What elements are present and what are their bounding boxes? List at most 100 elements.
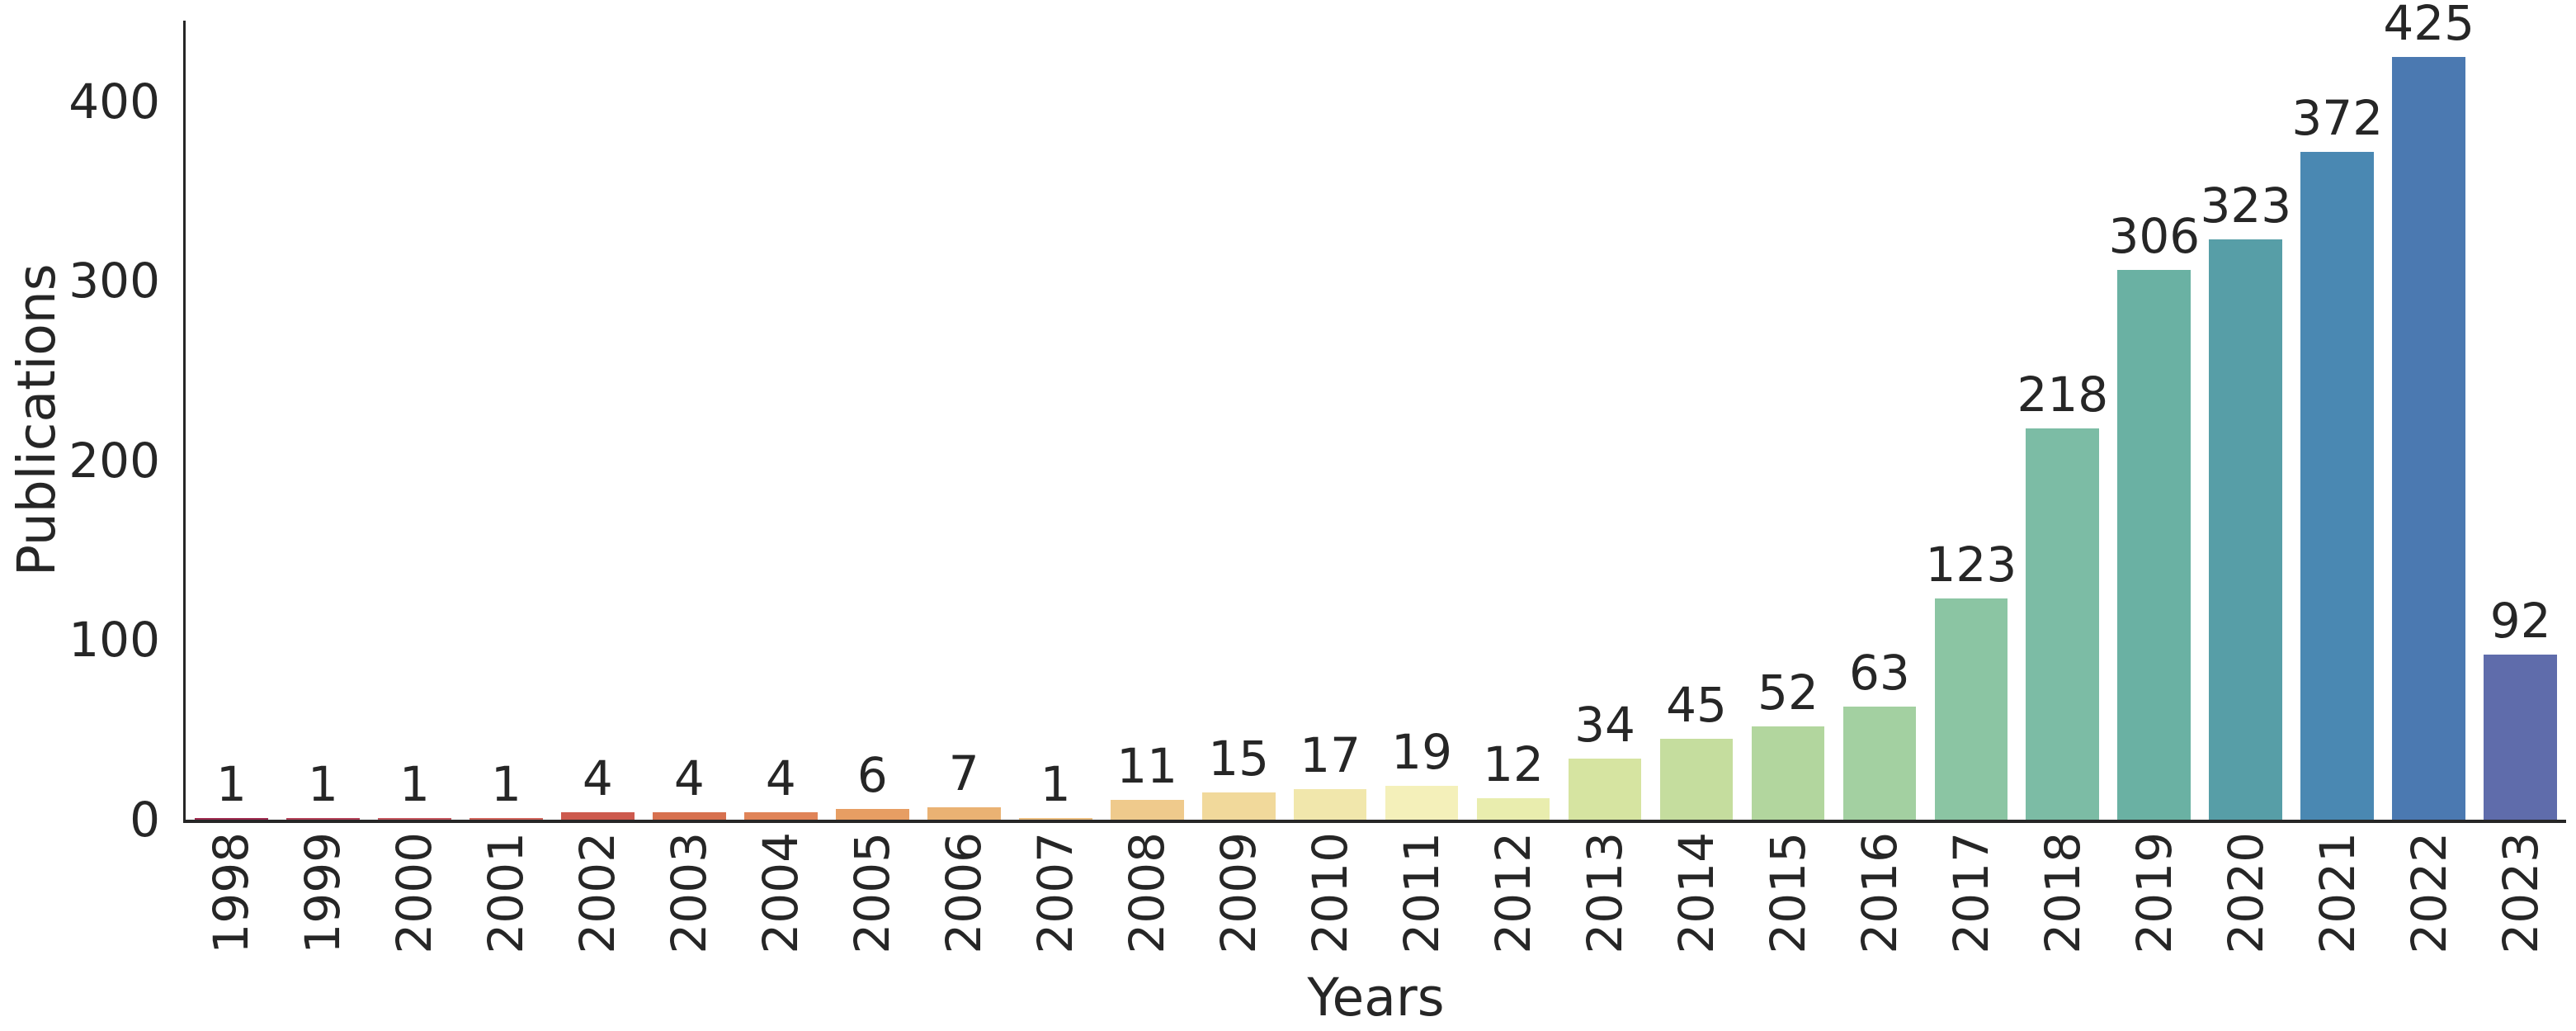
x-tick-slot: 2021 [2291, 832, 2383, 954]
bar [1842, 706, 1917, 820]
y-tick-label: 400 [68, 73, 160, 130]
bar-value-label: 218 [2017, 366, 2109, 423]
x-tick-slot: 2015 [1742, 832, 1833, 954]
bar-slot-2011: 19 [1376, 21, 1468, 820]
bar-value-label: 6 [856, 746, 888, 803]
x-tick-label: 2022 [2400, 832, 2457, 954]
bar-value-label: 323 [2200, 177, 2292, 234]
x-tick-slot: 2019 [2108, 832, 2200, 954]
bar [1659, 739, 1734, 820]
x-tick-slot: 2008 [1102, 832, 1193, 954]
bar-value-label: 4 [765, 750, 796, 807]
bar-slot-2021: 372 [2291, 21, 2383, 820]
x-tick-slot: 2009 [1193, 832, 1285, 954]
bar [1476, 797, 1550, 820]
x-tick-label: 2014 [1668, 832, 1724, 954]
bar [835, 808, 909, 820]
x-tick-slot: 2018 [2017, 832, 2108, 954]
bar [743, 812, 818, 820]
x-tick-slot: 1999 [277, 832, 369, 954]
bar-slot-2008: 11 [1102, 21, 1193, 820]
x-tick-slot: 2002 [552, 832, 644, 954]
bar [286, 817, 360, 820]
bar-value-label: 1 [308, 755, 338, 812]
bar [927, 806, 1001, 820]
bar [2026, 428, 2100, 820]
bar [2300, 151, 2375, 820]
bar [1934, 598, 2008, 820]
bar [560, 812, 635, 820]
x-tick-slot: 2013 [1559, 832, 1651, 954]
bar [652, 812, 726, 820]
bar [2209, 239, 2283, 820]
x-tick-slot: 2016 [1833, 832, 1925, 954]
y-tick-label: 100 [68, 612, 160, 669]
bar [1293, 789, 1367, 820]
bar [2117, 270, 2191, 820]
y-tick-label: 200 [68, 432, 160, 489]
bar-slot-2016: 63 [1833, 21, 1925, 820]
x-tick-label: 2003 [661, 832, 718, 954]
x-tick-slot: 2001 [460, 832, 552, 954]
bar [1110, 800, 1184, 820]
bar [1751, 726, 1825, 820]
bar-slot-2010: 17 [1285, 21, 1376, 820]
bar-slot-2018: 218 [2017, 21, 2108, 820]
bar-value-label: 372 [2291, 89, 2384, 146]
x-tick-label: 2004 [753, 832, 809, 954]
x-tick-slot: 2007 [1010, 832, 1102, 954]
bar-slot-2007: 1 [1010, 21, 1102, 820]
x-tick-slot: 2017 [1925, 832, 2017, 954]
x-tick-label: 2001 [478, 832, 535, 954]
x-tick-slot: 2014 [1651, 832, 1743, 954]
bar [1568, 759, 1642, 820]
bar-slot-2019: 306 [2108, 21, 2200, 820]
x-tick-label: 2007 [1027, 832, 1084, 954]
bar-slot-2005: 6 [827, 21, 918, 820]
bar-value-label: 123 [1925, 537, 2017, 594]
bar-value-label: 7 [948, 745, 979, 802]
bar-slot-2012: 12 [1468, 21, 1559, 820]
bar-value-label: 92 [2489, 592, 2551, 649]
bar-value-label: 1 [216, 755, 247, 812]
x-tick-label: 1999 [295, 832, 351, 954]
x-tick-slot: 2003 [644, 832, 735, 954]
plot-area: 1 1 1 1 4 4 4 6 7 1 11 15 17 19 12 34 45 52 63 123 218 306 323… [183, 0, 2566, 823]
bar-value-label: 1 [490, 755, 521, 812]
bar-slot-2020: 323 [2200, 21, 2291, 820]
x-tick-slot: 2020 [2200, 832, 2291, 954]
bar [469, 817, 543, 820]
bar-slot-2001: 1 [460, 21, 552, 820]
bar [1385, 785, 1459, 820]
x-tick-slot: 2022 [2383, 832, 2475, 954]
x-tick-label: 2008 [1119, 832, 1176, 954]
x-tick-slot: 2005 [827, 832, 918, 954]
bar-value-label: 17 [1300, 727, 1361, 784]
bar-slot-2003: 4 [644, 21, 735, 820]
bar-slot-2004: 4 [735, 21, 827, 820]
y-axis-tick-labels: 0 100 200 300 400 [0, 21, 173, 844]
bar-slot-1998: 1 [186, 21, 277, 820]
bar-slot-2023: 92 [2475, 21, 2566, 820]
x-tick-slot: 2004 [735, 832, 827, 954]
x-tick-label: 2000 [386, 832, 443, 954]
x-tick-label: 2010 [1302, 832, 1359, 954]
bar-value-label: 63 [1849, 644, 1910, 701]
bar-value-label: 15 [1208, 731, 1270, 787]
bar-value-label: 19 [1391, 723, 1452, 780]
bar-slot-2002: 4 [552, 21, 644, 820]
x-tick-label: 2017 [1942, 832, 1999, 954]
x-tick-label: 2021 [2309, 832, 2366, 954]
bar-value-label: 425 [2383, 0, 2475, 51]
x-axis-label: Years [1307, 967, 1445, 1028]
x-axis-tick-labels: 1998 1999 2000 2001 2002 2003 2004 2005 2006 2007… [186, 832, 2566, 954]
x-tick-label: 2018 [2034, 832, 2091, 954]
bar-slot-2000: 1 [369, 21, 460, 820]
bar [378, 817, 451, 820]
x-tick-label: 2002 [569, 832, 626, 954]
bar-value-label: 306 [2108, 208, 2201, 265]
bar-value-label: 11 [1116, 738, 1178, 795]
bar-value-label: 1 [1040, 755, 1071, 812]
x-tick-slot: 2011 [1376, 832, 1468, 954]
y-tick-label: 300 [68, 253, 160, 310]
